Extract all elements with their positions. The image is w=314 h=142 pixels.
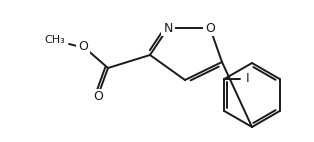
Text: O: O — [205, 21, 215, 35]
Text: N: N — [163, 21, 173, 35]
Text: O: O — [78, 39, 88, 53]
Text: O: O — [93, 90, 103, 104]
Text: CH₃: CH₃ — [45, 35, 65, 45]
Text: I: I — [245, 73, 249, 85]
